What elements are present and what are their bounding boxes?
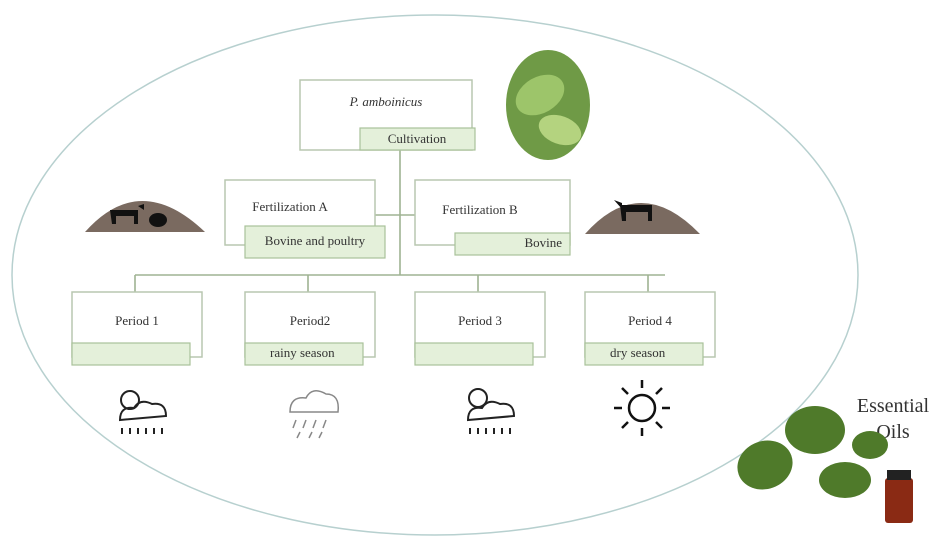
periods: Period 1 Period2 rainy season Period 3 Perio…: [72, 292, 715, 365]
tag-label: Bovine and poultry: [265, 233, 366, 248]
manure: [85, 201, 205, 232]
weather-sun: [614, 380, 670, 436]
tag-label: rainy season: [270, 345, 335, 360]
bottle-cap: [887, 470, 911, 480]
tag: [415, 343, 533, 365]
tag-label: Bovine: [524, 235, 562, 250]
leaves: [730, 406, 888, 498]
period-label: Period2: [290, 313, 330, 328]
bottle: [885, 478, 913, 523]
connector: [135, 150, 665, 292]
fert-label: Fertilization B: [442, 202, 518, 217]
tag-label: Cultivation: [388, 131, 447, 146]
weather-rain: [290, 391, 338, 438]
period-label: Period 4: [628, 313, 672, 328]
period-label: Period 3: [458, 313, 502, 328]
weather-partly: [468, 389, 514, 434]
diagram: P. amboinicus Cultivation Fertilization …: [0, 0, 942, 542]
fert-label: Fertilization A: [252, 199, 328, 214]
tag-label: dry season: [610, 345, 666, 360]
period-label: Period 1: [115, 313, 159, 328]
tag: [72, 343, 190, 365]
chicken-icon: [149, 213, 167, 227]
weather-partly: [120, 391, 166, 434]
species: P. amboinicus: [349, 94, 423, 109]
